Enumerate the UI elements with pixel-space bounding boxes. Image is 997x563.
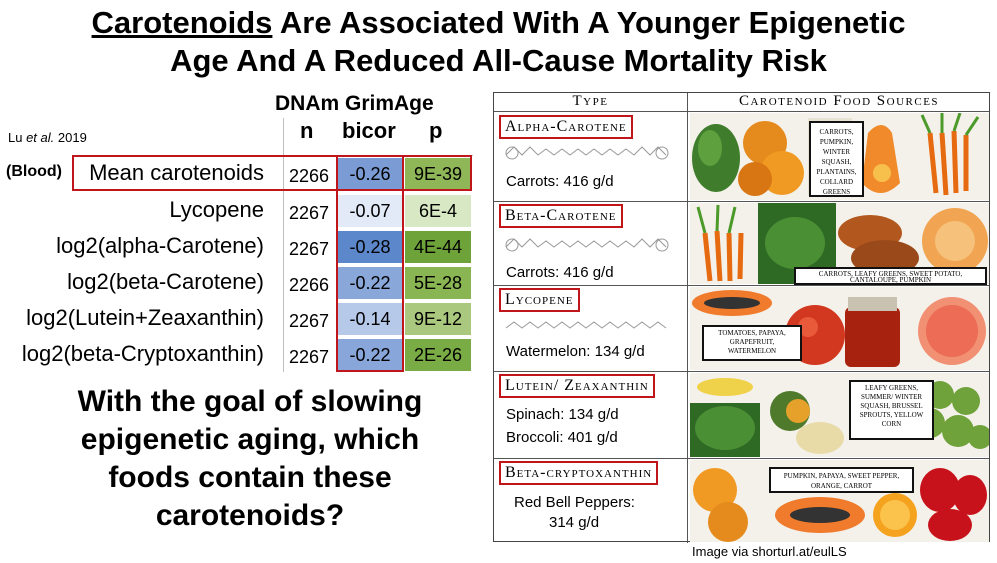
row-bicor-value: -0.26: [337, 158, 403, 190]
row-label: Mean carotenoids: [89, 160, 264, 185]
lutein-foods-image: [690, 373, 989, 457]
column-header-p: p: [429, 118, 443, 143]
row-p-value: 9E-12: [405, 303, 471, 335]
amount-alpha-carotene: Carrots: 416 g/d: [506, 173, 614, 190]
table-divider: [283, 118, 284, 372]
sources-label-lutein: Leafy Greens, Summer/ Winter Squash, Bru…: [849, 380, 934, 440]
sources-label-beta: Carrots, Leafy Greens, Sweet Potato, Can…: [794, 267, 987, 285]
panel-divider: [687, 93, 688, 543]
molecule-icon: [505, 238, 669, 252]
title-keyword: Carotenoids: [91, 5, 273, 40]
row-p-value: 9E-39: [405, 158, 471, 190]
panel-divider: [494, 458, 989, 459]
row-n-value: 2266: [288, 166, 330, 186]
citation-year: 2019: [54, 130, 87, 145]
type-beta-carotene: Beta-Carotene: [499, 204, 623, 228]
row-label: Lycopene: [169, 197, 264, 222]
amount-beta-carotene: Carrots: 416 g/d: [506, 264, 614, 281]
title-line-2: Age And A Reduced All-Cause Mortality Ri…: [170, 43, 827, 78]
question-line: foods contain these: [108, 461, 392, 494]
carotenoid-sources-panel: Type Carotenoid Food Sources Alpha-Carot…: [493, 92, 990, 543]
sources-label-cryptoxanthin: Pumpkin, Papaya, Sweet Pepper, Orange, C…: [769, 467, 914, 493]
row-n-value: 2267: [288, 239, 330, 259]
panel-divider: [494, 111, 989, 112]
row-p-value: 4E-44: [405, 231, 471, 263]
row-bicor-value: -0.07: [337, 195, 403, 227]
column-header-n: n: [300, 118, 314, 143]
row-n-value: 2266: [288, 275, 330, 295]
panel-header-type: Type: [572, 93, 609, 109]
panel-header-sources: Carotenoid Food Sources: [738, 93, 940, 109]
row-p-value: 5E-28: [405, 267, 471, 299]
amount-lycopene: Watermelon: 134 g/d: [506, 343, 645, 360]
question-line: epigenetic aging, which: [80, 423, 420, 456]
type-lycopene: Lycopene: [499, 288, 580, 312]
molecule-icon: [505, 321, 667, 329]
molecule-icon: [505, 146, 669, 160]
sources-label-lycopene: Tomatoes, Papaya, Grapefruit, Watermelon: [702, 325, 802, 361]
question-text: With the goal of slowing epigenetic agin…: [20, 383, 480, 535]
amount-spinach: Spinach: 134 g/d: [506, 406, 619, 423]
sources-label-alpha: Carrots, Pumpkin, Winter Squash, Plantai…: [809, 121, 864, 197]
blood-label: (Blood): [6, 163, 62, 180]
highlight-mean-row: [72, 155, 472, 191]
row-p-value: 6E-4: [405, 195, 471, 227]
highlight-bicor-column: [336, 155, 404, 372]
citation-etal: et al.: [26, 130, 55, 145]
amount-broccoli: Broccoli: 401 g/d: [506, 429, 618, 446]
title-line-1-rest: Are Associated With A Younger Epigenetic: [272, 5, 906, 40]
column-header-bicor: bicor: [342, 118, 396, 143]
row-label: log2(Lutein+Zeaxanthin): [26, 305, 264, 330]
type-lutein-zeaxanthin: Lutein/ Zeaxanthin: [499, 374, 655, 398]
panel-divider: [494, 201, 989, 202]
slide-title: Carotenoids Are Associated With A Younge…: [0, 4, 997, 80]
row-n-value: 2267: [288, 311, 330, 331]
panel-divider: [494, 285, 989, 286]
citation: Lu et al. 2019: [8, 130, 87, 145]
citation-author: Lu: [8, 130, 27, 145]
type-alpha-carotene: Alpha-Carotene: [499, 115, 633, 139]
row-bicor-value: -0.14: [337, 303, 403, 335]
row-n-value: 2267: [288, 203, 330, 223]
row-bicor-value: -0.22: [337, 339, 403, 371]
title-line-1: Carotenoids Are Associated With A Younge…: [0, 4, 997, 42]
row-bicor-value: -0.22: [337, 267, 403, 299]
row-label: log2(beta-Cryptoxanthin): [21, 341, 264, 366]
question-line: With the goal of slowing: [77, 385, 423, 418]
amount-red-bell-peppers-rate: 314 g/d: [549, 514, 600, 531]
panel-divider: [494, 371, 989, 372]
amount-red-bell-peppers: Red Bell Peppers:: [514, 494, 635, 511]
type-beta-cryptoxanthin: Beta-cryptoxanthin: [499, 461, 659, 485]
row-n-value: 2267: [288, 347, 330, 367]
row-p-value: 2E-26: [405, 339, 471, 371]
row-label: log2(alpha-Carotene): [56, 233, 264, 258]
image-credit: Image via shorturl.at/eulLS: [692, 544, 847, 559]
table-subhead: DNAm GrimAge: [275, 92, 434, 115]
beta-cryptoxanthin-foods-image: [690, 460, 989, 542]
question-line: carotenoids?: [155, 499, 345, 532]
row-label: log2(beta-Carotene): [67, 269, 264, 294]
row-bicor-value: -0.28: [337, 231, 403, 263]
